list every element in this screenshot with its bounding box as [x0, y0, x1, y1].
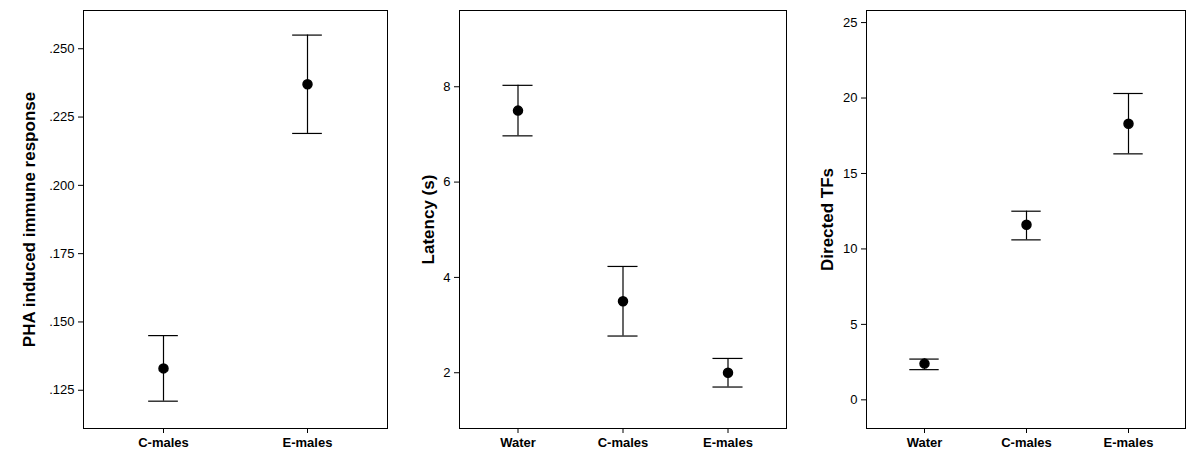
svg-text:E-males: E-males — [283, 435, 333, 450]
svg-text:E-males: E-males — [703, 435, 753, 450]
svg-text:.150: .150 — [49, 314, 74, 329]
svg-text:Water: Water — [500, 435, 536, 450]
svg-text:15: 15 — [843, 166, 857, 181]
svg-text:.175: .175 — [49, 246, 74, 261]
svg-text:6: 6 — [443, 174, 450, 189]
svg-text:.250: .250 — [49, 41, 74, 56]
svg-text:25: 25 — [843, 15, 857, 30]
svg-text:E-males: E-males — [1104, 435, 1154, 450]
svg-text:10: 10 — [843, 241, 857, 256]
svg-text:2: 2 — [443, 365, 450, 380]
svg-text:4: 4 — [443, 270, 450, 285]
svg-text:.200: .200 — [49, 178, 74, 193]
svg-text:Directed TFs: Directed TFs — [818, 168, 837, 271]
svg-text:PHA induced immune response: PHA induced immune response — [20, 92, 39, 347]
svg-text:C-males: C-males — [598, 435, 649, 450]
svg-text:5: 5 — [850, 317, 857, 332]
svg-text:Water: Water — [907, 435, 943, 450]
svg-text:.225: .225 — [49, 109, 74, 124]
svg-text:C-males: C-males — [138, 435, 189, 450]
svg-text:20: 20 — [843, 90, 857, 105]
svg-text:Latency (s): Latency (s) — [419, 175, 438, 265]
svg-text:.125: .125 — [49, 382, 74, 397]
svg-text:8: 8 — [443, 79, 450, 94]
svg-text:C-males: C-males — [1001, 435, 1052, 450]
svg-text:0: 0 — [850, 392, 857, 407]
